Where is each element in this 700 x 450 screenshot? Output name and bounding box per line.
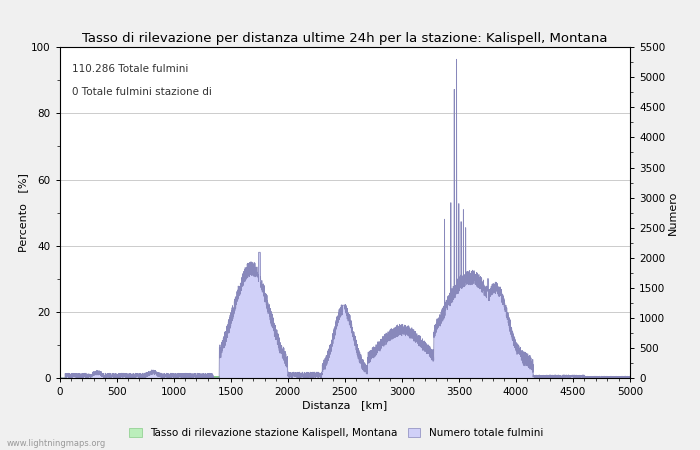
Text: 110.286 Totale fulmini: 110.286 Totale fulmini <box>72 64 188 74</box>
Legend: Tasso di rilevazione stazione Kalispell, Montana, Numero totale fulmini: Tasso di rilevazione stazione Kalispell,… <box>125 424 547 442</box>
Y-axis label: Percento   [%]: Percento [%] <box>18 173 28 252</box>
Title: Tasso di rilevazione per distanza ultime 24h per la stazione: Kalispell, Montana: Tasso di rilevazione per distanza ultime… <box>82 32 608 45</box>
Y-axis label: Numero: Numero <box>668 190 678 235</box>
Text: www.lightningmaps.org: www.lightningmaps.org <box>7 439 106 448</box>
Text: 0 Totale fulmini stazione di: 0 Totale fulmini stazione di <box>72 87 212 97</box>
X-axis label: Distanza   [km]: Distanza [km] <box>302 400 387 410</box>
